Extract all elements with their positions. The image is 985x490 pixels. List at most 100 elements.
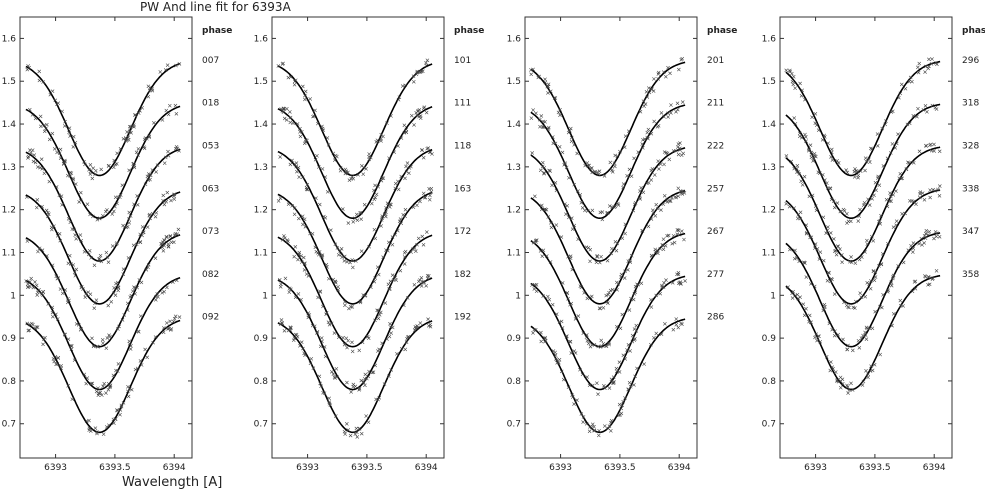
data-point <box>106 387 111 392</box>
data-point <box>645 181 649 186</box>
data-point <box>643 102 648 106</box>
data-point <box>639 281 644 286</box>
data-point <box>592 342 597 347</box>
data-point <box>108 383 113 388</box>
data-point <box>930 57 934 61</box>
data-point <box>294 164 299 169</box>
data-point <box>30 113 35 117</box>
x-tick-label: 6394 <box>415 463 438 473</box>
data-point <box>375 308 379 313</box>
data-point <box>890 142 895 146</box>
data-point <box>830 327 834 332</box>
y-tick-label: 0.9 <box>507 334 522 344</box>
data-point <box>804 139 808 143</box>
data-point <box>529 72 534 77</box>
data-point <box>286 75 291 80</box>
data-point <box>662 162 666 167</box>
data-point <box>34 283 39 288</box>
data-point <box>863 294 868 299</box>
y-tick-label: 0.7 <box>2 420 16 430</box>
data-point <box>361 380 366 384</box>
fit-curve-053 <box>25 148 181 262</box>
data-point <box>285 106 289 111</box>
data-point <box>559 369 564 374</box>
data-point <box>594 260 599 265</box>
data-point <box>784 201 789 206</box>
y-tick-label: 1.5 <box>254 77 268 87</box>
data-point <box>301 346 305 351</box>
data-point <box>563 161 567 165</box>
data-point <box>635 282 639 287</box>
data-point <box>660 243 665 247</box>
data-point <box>414 72 419 77</box>
data-point <box>140 225 145 229</box>
phase-label-286: 286 <box>707 313 724 323</box>
data-point <box>665 233 669 238</box>
data-point <box>30 148 35 153</box>
data-point <box>67 253 72 258</box>
data-point <box>652 173 657 177</box>
data-point <box>415 242 419 247</box>
data-point <box>789 159 794 164</box>
data-point <box>923 274 928 279</box>
data-point <box>610 381 615 385</box>
data-point <box>165 190 170 195</box>
data-point <box>147 88 152 93</box>
data-point <box>87 428 92 432</box>
y-tick-label: 1 <box>515 291 521 301</box>
data-point <box>609 428 613 433</box>
data-point <box>807 313 812 318</box>
data-point <box>901 304 905 308</box>
data-point <box>802 174 807 179</box>
data-point <box>784 154 789 158</box>
data-point <box>813 246 817 250</box>
data-point <box>91 214 95 219</box>
data-point <box>846 343 850 348</box>
data-point <box>534 240 538 244</box>
y-tick-label: 1 <box>262 291 268 301</box>
data-point <box>818 339 823 344</box>
data-point <box>836 244 840 249</box>
data-point <box>390 242 395 247</box>
data-point <box>166 242 171 246</box>
data-point <box>827 321 832 326</box>
data-point <box>790 296 795 300</box>
data-point <box>815 338 819 343</box>
data-point <box>355 218 360 223</box>
data-point <box>73 140 78 145</box>
data-point <box>426 317 430 322</box>
data-point <box>620 236 625 241</box>
data-point <box>426 323 431 328</box>
data-point <box>661 237 666 241</box>
data-point <box>327 396 331 401</box>
data-point <box>66 383 71 388</box>
data-point <box>145 355 150 360</box>
data-point <box>921 107 926 112</box>
data-point <box>296 165 301 170</box>
data-point <box>646 127 651 132</box>
data-point <box>891 273 896 278</box>
data-point <box>31 322 35 327</box>
data-point <box>111 165 116 170</box>
data-point <box>797 172 802 176</box>
data-point <box>137 278 142 282</box>
data-point <box>147 213 152 218</box>
data-point <box>860 383 865 387</box>
data-point <box>613 164 617 169</box>
data-point <box>58 156 63 160</box>
data-point <box>52 224 56 228</box>
data-point <box>393 275 398 280</box>
data-point <box>858 207 862 212</box>
data-point <box>118 147 123 151</box>
data-point <box>680 229 684 233</box>
data-point <box>814 332 818 336</box>
data-point <box>883 122 888 127</box>
data-point <box>868 369 873 373</box>
data-point <box>615 287 619 292</box>
data-point <box>813 204 818 208</box>
data-point <box>832 249 837 253</box>
data-point <box>371 370 376 374</box>
y-tick-label: 1.1 <box>507 248 521 258</box>
data-point <box>534 289 539 294</box>
data-point <box>318 344 323 349</box>
